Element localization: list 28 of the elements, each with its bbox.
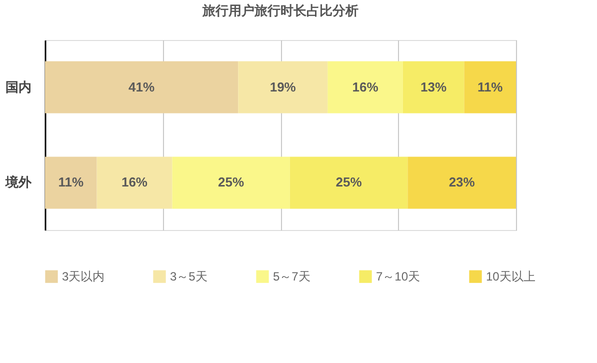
data-label: 16%: [352, 79, 379, 94]
bar: [290, 156, 408, 209]
data-label: 13%: [420, 79, 448, 94]
data-label: 25%: [336, 174, 362, 190]
data-label: 11%: [477, 79, 504, 94]
bar: [96, 156, 172, 209]
data-label: 19%: [270, 79, 296, 94]
data-label: 25%: [218, 174, 244, 190]
legend-label: 7～10天: [376, 270, 420, 284]
bar: [172, 156, 290, 209]
data-label: 41%: [128, 79, 155, 94]
legend-label: 10天以上: [486, 270, 536, 284]
data-label: 16%: [121, 174, 148, 190]
legend-label: 5～7天: [273, 270, 310, 284]
y-tick-label: 境外: [4, 174, 32, 190]
data-label: 11%: [58, 174, 84, 190]
bar: [402, 61, 464, 114]
chart-title: 旅行用户旅行时长占比分析: [202, 3, 358, 18]
data-label: 23%: [448, 174, 476, 190]
legend-label: 3～5天: [170, 270, 208, 284]
legend-label: 3天以内: [62, 270, 105, 284]
bar: [328, 61, 403, 114]
y-tick-label: 国内: [6, 79, 32, 94]
bar: [408, 156, 516, 209]
bar: [464, 61, 516, 114]
bar: [45, 156, 97, 209]
bar: [238, 61, 328, 114]
bar: [45, 61, 238, 114]
